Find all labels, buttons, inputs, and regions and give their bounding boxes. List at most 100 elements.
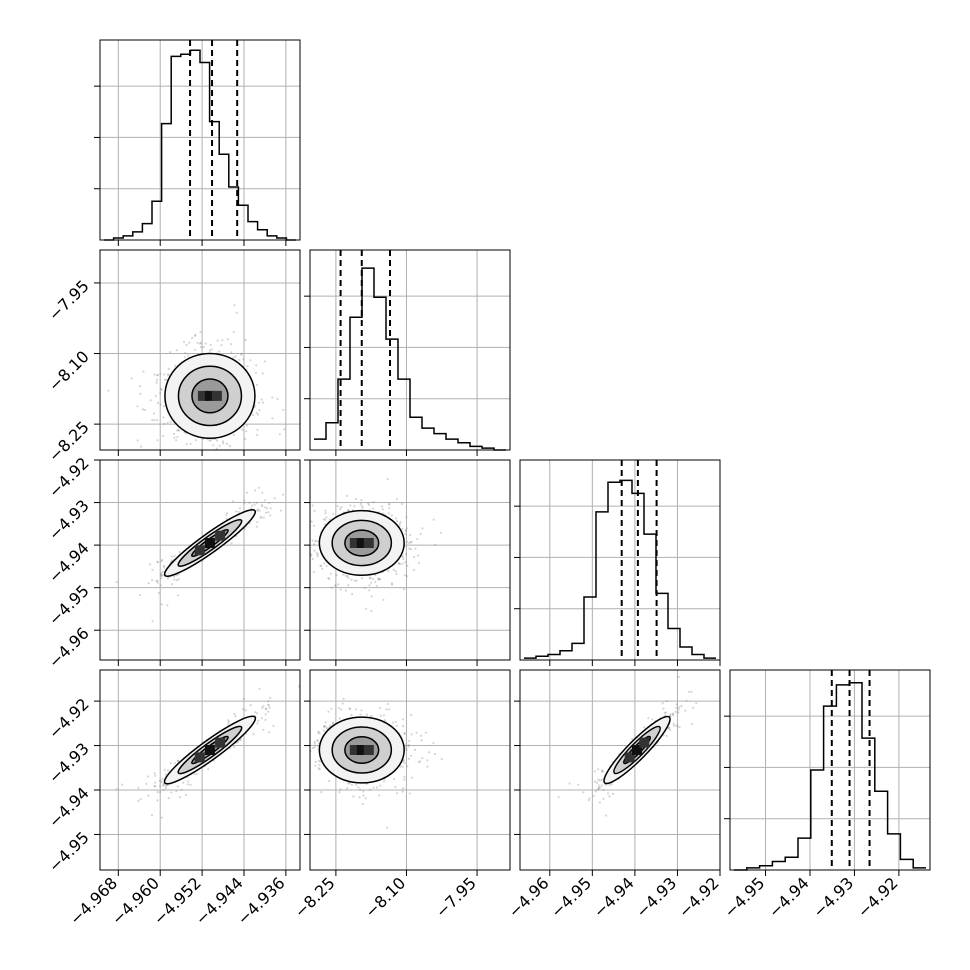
scatter-point [419, 532, 422, 536]
scatter-point [408, 541, 411, 545]
scatter-point [393, 778, 396, 781]
scatter-point [410, 713, 413, 717]
scatter-point [267, 703, 270, 707]
scatter-point [167, 769, 170, 772]
scatter-point [408, 792, 411, 795]
scatter-point [182, 340, 186, 343]
scatter-point [408, 533, 412, 537]
scatter-point [349, 504, 352, 507]
scatter-point [370, 609, 373, 613]
panel-frame [99, 669, 301, 871]
scatter-point [159, 403, 162, 406]
density-core [194, 545, 205, 556]
scatter-point [297, 754, 299, 756]
scatter-point [230, 542, 233, 545]
scatter-point [163, 768, 166, 772]
scatter-point [172, 432, 176, 436]
scatter-point [399, 765, 402, 768]
scatter-point [238, 739, 241, 742]
scatter-point [173, 436, 176, 439]
scatter-point [398, 522, 401, 526]
scatter-point [161, 570, 164, 573]
scatter-point [376, 577, 380, 580]
scatter-point [255, 411, 258, 415]
scatter-point [351, 592, 354, 596]
scatter-points [297, 697, 443, 829]
scatter-point [156, 581, 159, 584]
scatter-point [199, 345, 203, 348]
scatter-point [234, 715, 237, 718]
scatter-point [413, 555, 416, 559]
scatter-point [160, 574, 163, 577]
scatter-point [399, 521, 402, 524]
scatter-point [268, 731, 271, 734]
scatter-point [194, 348, 197, 351]
scatter-point [194, 439, 197, 442]
scatter-point [258, 509, 261, 512]
scatter-point [215, 439, 219, 442]
scatter-point [378, 794, 381, 797]
scatter-point [115, 788, 118, 791]
scatter-point [147, 582, 150, 585]
scatter-point [315, 540, 318, 543]
scatter-points [107, 304, 286, 450]
scatter-point [410, 540, 413, 543]
scatter-point [142, 370, 145, 373]
scatter-point [334, 584, 337, 588]
scatter-point [407, 745, 410, 748]
scatter-point [195, 772, 198, 776]
scatter-point [185, 343, 188, 347]
scatter-point [180, 788, 183, 791]
density-core [349, 745, 360, 755]
scatter-point [406, 564, 409, 567]
scatter-point [410, 776, 413, 779]
scatter-point [194, 333, 197, 336]
scatter-point [260, 717, 263, 720]
scatter-point [401, 718, 405, 721]
scatter-point [268, 501, 271, 505]
scatter-point [159, 392, 162, 395]
scatter-point [307, 562, 309, 564]
scatter-point [379, 578, 382, 581]
scatter-point [159, 572, 163, 575]
scatter-point [226, 512, 229, 515]
density-core [363, 538, 374, 548]
scatter-point [139, 392, 142, 395]
scatter-point [386, 478, 389, 481]
histogram-panel-4 [724, 669, 931, 871]
scatter-point [409, 548, 412, 551]
scatter-panel-2-1 [99, 249, 301, 451]
scatter-point [208, 439, 211, 442]
scatter-point [260, 398, 263, 401]
scatter-point [395, 572, 398, 576]
scatter-point [359, 502, 362, 505]
scatter-point [401, 562, 404, 565]
scatter-point [600, 769, 604, 772]
scatter-point [155, 381, 158, 384]
scatter-point [593, 780, 597, 783]
scatter-point [306, 726, 308, 728]
scatter-point [407, 743, 410, 747]
scatter-point [320, 791, 323, 794]
scatter-point [170, 583, 174, 586]
scatter-point [256, 520, 259, 524]
scatter-point [676, 725, 679, 728]
scatter-point [424, 731, 427, 734]
scatter-point [261, 505, 264, 508]
scatter-point [402, 787, 405, 790]
scatter-point [268, 706, 271, 710]
scatter-point [158, 779, 161, 782]
scatter-point [404, 552, 407, 556]
scatter-point [184, 793, 187, 797]
scatter-point [307, 758, 309, 760]
scatter-point [147, 794, 150, 797]
scatter-point [175, 349, 178, 352]
scatter-point [404, 529, 407, 532]
scatter-point [241, 428, 244, 431]
scatter-point [165, 378, 168, 381]
scatter-point [313, 742, 316, 745]
scatter-point [390, 582, 393, 585]
scatter-point [314, 540, 317, 543]
scatter-point [226, 338, 229, 341]
